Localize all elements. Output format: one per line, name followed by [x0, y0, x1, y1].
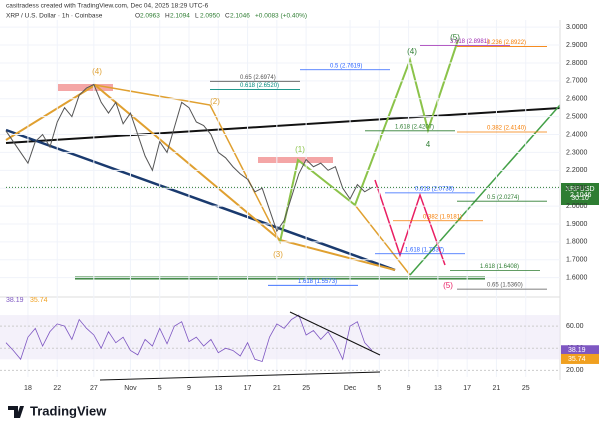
x-tick-label: 21: [493, 385, 501, 392]
wave-label: (3): [273, 250, 283, 259]
fib-label: 0.618 (2.6520): [240, 83, 279, 89]
wave-label: (4): [92, 67, 102, 76]
countdown: 30:10: [571, 195, 589, 202]
x-tick-label: 17: [244, 385, 252, 392]
fib-label: 0.382 (1.9181): [423, 214, 462, 220]
x-tick-label: Nov: [124, 385, 137, 392]
rsi-ma-tag: [561, 353, 599, 364]
projection: [279, 39, 459, 243]
price-tag: [561, 183, 599, 205]
y-tick-label: 1.7000: [566, 257, 588, 264]
projection: [409, 104, 561, 276]
fib-label: 0.65 (1.5360): [487, 283, 523, 289]
rsi-ma: 35.74: [30, 297, 48, 304]
fib-label: 0.5 (2.7619): [330, 63, 362, 69]
wave-label: (1): [295, 145, 305, 154]
ohlc-key: C: [225, 13, 230, 20]
x-tick-label: 13: [434, 385, 442, 392]
last-price: 2.1046: [570, 192, 592, 199]
fib-label: 3.618 (2.8981): [450, 39, 489, 45]
x-tick-label: 9: [407, 385, 411, 392]
wave-path: [5, 83, 396, 271]
y-tick-label: 3.0000: [566, 24, 588, 31]
fib-label: 0.236 (2.8922): [487, 40, 526, 46]
ohlc-value: 2.1094: [170, 13, 190, 20]
fib-label: 1.618 (1.5573): [298, 279, 337, 285]
brand: TradingView: [30, 403, 107, 418]
zone: [258, 157, 333, 163]
y-tick-label: 2.3000: [566, 149, 588, 156]
x-tick-label: 17: [463, 385, 471, 392]
x-tick-label: 25: [302, 385, 310, 392]
y-tick-label: 2.5000: [566, 113, 588, 120]
symbol-tag: XRPUSD: [565, 186, 594, 193]
rsi-tick-label: 60.00: [566, 323, 584, 330]
x-tick-label: 13: [214, 385, 222, 392]
projection: [374, 179, 446, 266]
trendline: [5, 128, 396, 272]
y-tick-label: 1.6000: [566, 275, 588, 282]
y-tick-label: 1.8000: [566, 239, 588, 246]
fib-label: 1.618 (1.7337): [405, 247, 444, 253]
x-tick-label: 27: [90, 385, 98, 392]
ohlc-key: H: [165, 13, 170, 20]
y-tick-label: 2.8000: [566, 60, 588, 67]
fib-label: 0.65 (2.6974): [240, 75, 276, 81]
price-line: [5, 83, 373, 233]
wave-label: 4: [426, 140, 431, 149]
fib-label: 0.618 (2.0738): [415, 186, 454, 192]
brand-logo: [8, 406, 24, 418]
rsi-tag: [561, 345, 599, 356]
rsi-current: 38.19: [6, 297, 24, 304]
symbol-title: XRP / U.S. Dollar · 1h · Coinbase: [6, 13, 103, 20]
rsi-line: [5, 314, 373, 363]
ohlc-key: O: [135, 13, 140, 20]
x-tick-label: Dec: [344, 385, 357, 392]
ohlc-value: 2.0963: [140, 13, 160, 20]
y-tick-label: 2.6000: [566, 96, 588, 103]
rsi-ma-tag-value: 35.74: [568, 356, 586, 363]
x-tick-label: 22: [53, 385, 61, 392]
y-tick-label: 2.1000: [566, 185, 588, 192]
x-tick-label: 18: [24, 385, 32, 392]
ohlc-key: L: [195, 13, 199, 20]
fib-label: 0.382 (2.4140): [487, 126, 526, 132]
trendline: [5, 107, 561, 144]
rsi-tag-value: 38.19: [568, 347, 586, 354]
rsi-tick-label: 20.00: [566, 367, 584, 374]
y-tick-label: 2.4000: [566, 131, 588, 138]
x-tick-label: 9: [187, 385, 191, 392]
fib-label: 1.618 (2.4207): [395, 124, 434, 130]
wave-label: (4): [407, 47, 417, 56]
change: +0.0083 (+0.40%): [255, 13, 307, 20]
ohlc-value: 2.0950: [200, 13, 220, 20]
rsi-trendline: [289, 311, 381, 356]
ohlc-value: 2.1046: [230, 13, 250, 20]
zone: [58, 84, 113, 91]
rsi-trendline: [99, 371, 381, 381]
y-tick-label: 2.0000: [566, 203, 588, 210]
y-tick-label: 2.2000: [566, 167, 588, 174]
author-line: casitradess created with TradingView.com…: [6, 3, 209, 10]
fib-label: 0.5 (2.0274): [487, 195, 519, 201]
y-tick-label: 2.9000: [566, 42, 588, 49]
x-tick-label: 5: [377, 385, 381, 392]
wave-label: (5): [450, 33, 460, 42]
fib-label: 1.618 (1.6408): [480, 264, 519, 270]
wave-label: (2): [210, 97, 220, 106]
x-tick-label: 5: [158, 385, 162, 392]
y-tick-label: 1.9000: [566, 221, 588, 228]
x-tick-label: 21: [273, 385, 281, 392]
y-tick-label: 2.7000: [566, 78, 588, 85]
wave-label: (5): [443, 281, 453, 290]
x-tick-label: 25: [522, 385, 530, 392]
rsi-band: [0, 315, 560, 360]
